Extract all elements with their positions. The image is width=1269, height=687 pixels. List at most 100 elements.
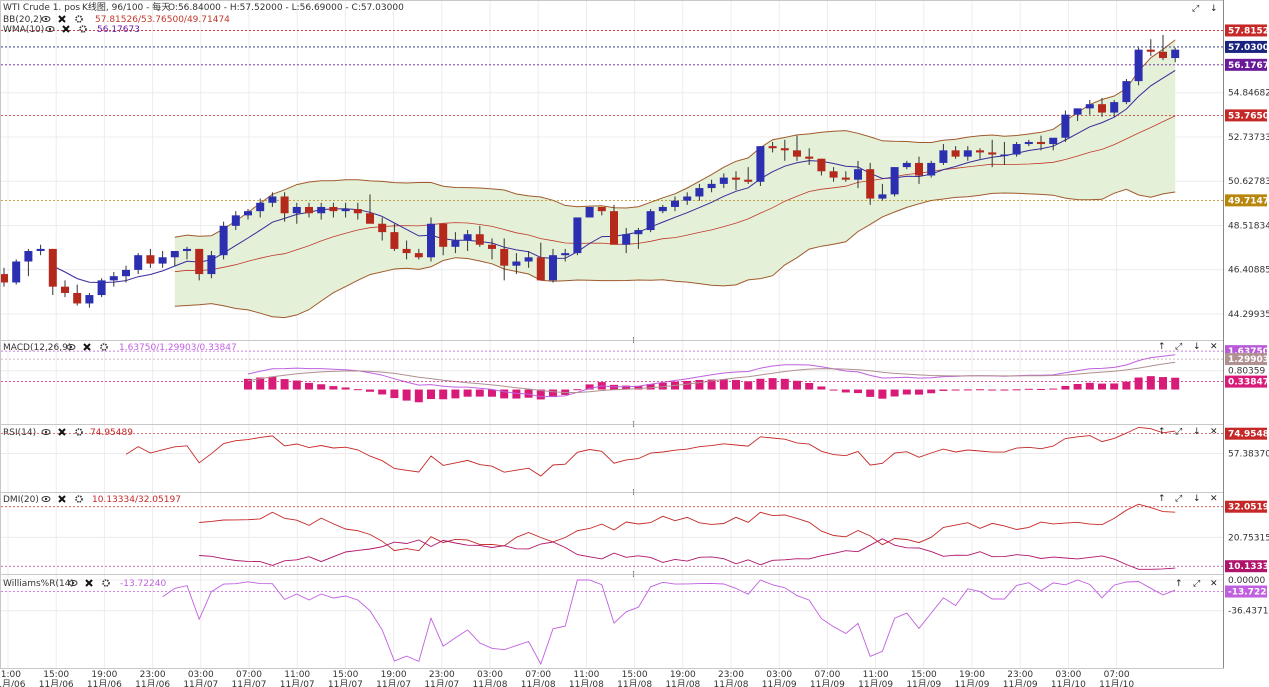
dmi-eye-icon[interactable] (41, 496, 51, 502)
candle-body (1000, 154, 1009, 157)
rsi-close-icon[interactable] (58, 428, 66, 436)
time-tick-label: 07:00 (814, 670, 840, 680)
candle-body (1049, 137, 1058, 145)
macd-histogram-bar (707, 379, 716, 390)
rsi-close-icon[interactable]: ✕ (1210, 427, 1218, 437)
dmi-close-icon[interactable] (58, 495, 66, 503)
macd-move-down-icon[interactable]: ↓ (1193, 342, 1201, 352)
macd-marker-label: 1.63750 (1228, 347, 1269, 357)
bollinger-middle-line (174, 115, 1176, 273)
time-tick-label: 07:00 (525, 670, 551, 680)
candle-body (378, 223, 387, 233)
candle-body (317, 206, 326, 214)
date-tick-label: 11月/06 (135, 679, 170, 687)
macd-histogram-bar (280, 379, 289, 390)
macd-histogram-bar (1012, 389, 1021, 391)
candle-body (427, 223, 435, 258)
macd-histogram-bar (366, 389, 374, 392)
rsi-marker-badge (1225, 427, 1267, 440)
wma-gear-icon[interactable] (79, 25, 87, 33)
macd-histogram-bar (439, 389, 448, 400)
macd-marker-badge (1225, 353, 1267, 366)
macd-histogram-bar (732, 379, 740, 390)
candle-body (671, 200, 679, 207)
macd-histogram-bar (939, 389, 948, 391)
williams-close-icon[interactable] (85, 579, 93, 587)
candle-body (1134, 49, 1143, 82)
candle-body (585, 206, 594, 218)
time-tick-label: 07:00 (236, 670, 262, 680)
williams-expand-icon[interactable]: ⤢ (1192, 579, 1200, 589)
macd-gear-icon[interactable] (100, 343, 108, 351)
macd-histogram-bar (292, 380, 301, 390)
date-tick-label: 11月/08 (617, 679, 652, 687)
dmi-move-down-icon[interactable]: ↓ (1193, 494, 1201, 504)
pane-splitter-handle[interactable]: ⁞ (632, 570, 635, 580)
rsi-move-down-icon[interactable]: ↓ (1193, 427, 1201, 437)
price-move-down-icon[interactable]: ↓ (1210, 4, 1218, 14)
williams-gear-icon[interactable] (102, 579, 110, 587)
bb-gear-icon[interactable] (75, 15, 83, 23)
dmi-label: DMI(20) (3, 495, 39, 505)
williams-move-up-icon[interactable]: ↑ (1175, 579, 1183, 589)
macd-histogram-bar (305, 382, 313, 390)
price-tick-label: 50.62783 (1228, 177, 1269, 187)
price-expand-icon[interactable]: ⤢ (1191, 4, 1199, 14)
macd-histogram-bar (622, 385, 631, 390)
macd-histogram-bar (414, 389, 423, 403)
rsi-gear-icon[interactable] (75, 428, 83, 436)
wma-eye-icon[interactable] (45, 26, 55, 32)
pane-splitter-handle[interactable]: ⁞ (632, 420, 635, 430)
bb-close-icon[interactable] (58, 15, 66, 23)
macd-histogram-bar (463, 389, 472, 397)
candle-body (707, 183, 716, 189)
macd-histogram-bar (475, 389, 484, 397)
rsi-eye-icon[interactable] (41, 429, 51, 435)
price-marker-label: 57.03000 (1228, 43, 1269, 53)
wma-close-icon[interactable] (62, 25, 70, 33)
macd-marker-label: 1.29903 (1228, 355, 1269, 365)
candle-body (244, 211, 252, 216)
rsi-values: 74.95489 (90, 428, 133, 438)
rsi-move-up-icon[interactable]: ↑ (1158, 427, 1166, 437)
williams-eye-icon[interactable] (68, 580, 78, 586)
macd-close-icon[interactable] (83, 343, 91, 351)
bollinger-upper-line (174, 39, 1176, 238)
candle-body (634, 230, 643, 235)
dmi-expand-icon[interactable]: ⤢ (1174, 494, 1182, 504)
wma-label: WMA(10) (3, 25, 44, 35)
macd-histogram-bar (1073, 383, 1082, 390)
macd-close-icon[interactable]: ✕ (1210, 342, 1218, 352)
date-tick-label: 11月/07 (376, 679, 411, 687)
pane-splitter-handle[interactable]: ⁞ (632, 488, 635, 498)
macd-histogram-bar (902, 389, 911, 395)
candle-body (963, 150, 972, 157)
candle-body (756, 146, 765, 182)
dmi-marker-badge (1225, 560, 1267, 573)
williams-values: -13.72240 (120, 579, 166, 589)
candle-body (256, 202, 265, 212)
macd-eye-icon[interactable] (66, 344, 76, 350)
macd-move-up-icon[interactable]: ↑ (1158, 342, 1166, 352)
rsi-label: RSI(14) (3, 428, 36, 438)
macd-histogram-bar (1000, 389, 1009, 391)
rsi-expand-icon[interactable]: ⤢ (1174, 427, 1182, 437)
pane-splitter-handle[interactable]: ⁞ (632, 336, 635, 346)
candle-body (12, 261, 21, 283)
macd-tick-label: 0.80359 (1228, 367, 1265, 377)
macd-histogram-bar (585, 384, 594, 390)
candle-body (902, 162, 911, 168)
time-tick-label: 19:00 (91, 670, 117, 680)
bb-eye-icon[interactable] (41, 16, 51, 22)
dmi-gear-icon[interactable] (75, 495, 83, 503)
bollinger-band-fill (174, 39, 1176, 318)
time-tick-label: 19:00 (959, 670, 985, 680)
candle-body (744, 179, 753, 182)
dmi-move-up-icon[interactable]: ↑ (1158, 494, 1166, 504)
macd-expand-icon[interactable]: ⤢ (1174, 342, 1182, 352)
williams-close-icon[interactable]: ✕ (1210, 579, 1218, 589)
candle-body (1146, 49, 1155, 52)
macd-histogram-bar (793, 380, 801, 390)
candle-body (1171, 49, 1180, 59)
dmi-close-icon[interactable]: ✕ (1210, 494, 1218, 504)
